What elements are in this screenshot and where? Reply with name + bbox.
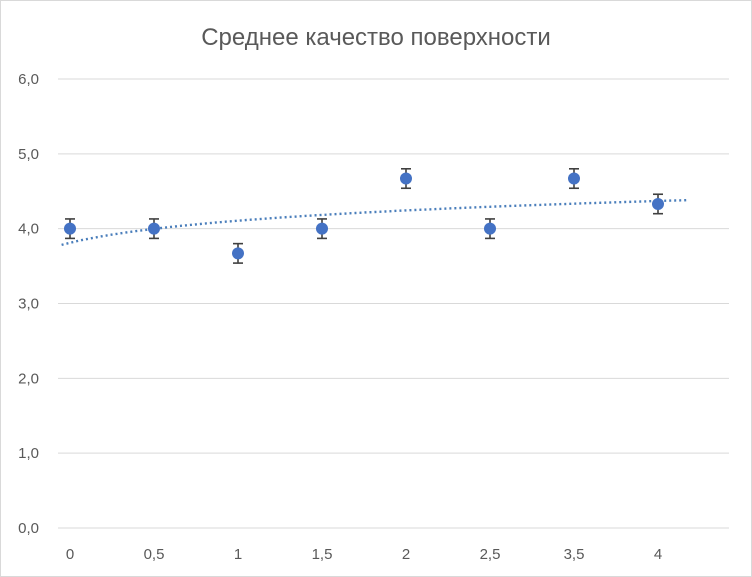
- y-tick-label: 0,0: [18, 520, 39, 537]
- y-tick-label: 1,0: [18, 445, 39, 462]
- data-point: [652, 197, 664, 210]
- trendline-path: [61, 198, 688, 247]
- y-tick-label: 3,0: [18, 296, 39, 313]
- data-point: [148, 222, 160, 235]
- data-point: [232, 247, 244, 260]
- data-points: [64, 172, 664, 260]
- y-axis-ticks: 0,0 1,0 2,0 3,0 4,0 5,0 6,0: [18, 71, 39, 537]
- y-tick-label: 5,0: [18, 146, 39, 163]
- data-point: [568, 172, 580, 185]
- x-tick-label: 4: [654, 546, 662, 563]
- trendline: [61, 198, 688, 247]
- x-tick-label: 0,5: [144, 546, 165, 563]
- x-tick-label: 2,5: [480, 546, 501, 563]
- x-axis-ticks: 0 0,5 1 1,5 2 2,5 3,5 4: [66, 546, 662, 563]
- data-point: [400, 172, 412, 185]
- data-point: [484, 222, 496, 235]
- x-tick-label: 0: [66, 546, 74, 563]
- gridlines: [58, 78, 729, 529]
- data-point: [316, 222, 328, 235]
- x-tick-label: 1,5: [312, 546, 333, 563]
- y-tick-label: 2,0: [18, 370, 39, 387]
- x-tick-label: 1: [234, 546, 242, 563]
- data-point: [64, 222, 76, 235]
- chart-title: Среднее качество поверхности: [201, 24, 551, 51]
- y-tick-label: 4,0: [18, 221, 39, 238]
- x-tick-label: 3,5: [564, 546, 585, 563]
- y-tick-label: 6,0: [18, 71, 39, 88]
- x-tick-label: 2: [402, 546, 410, 563]
